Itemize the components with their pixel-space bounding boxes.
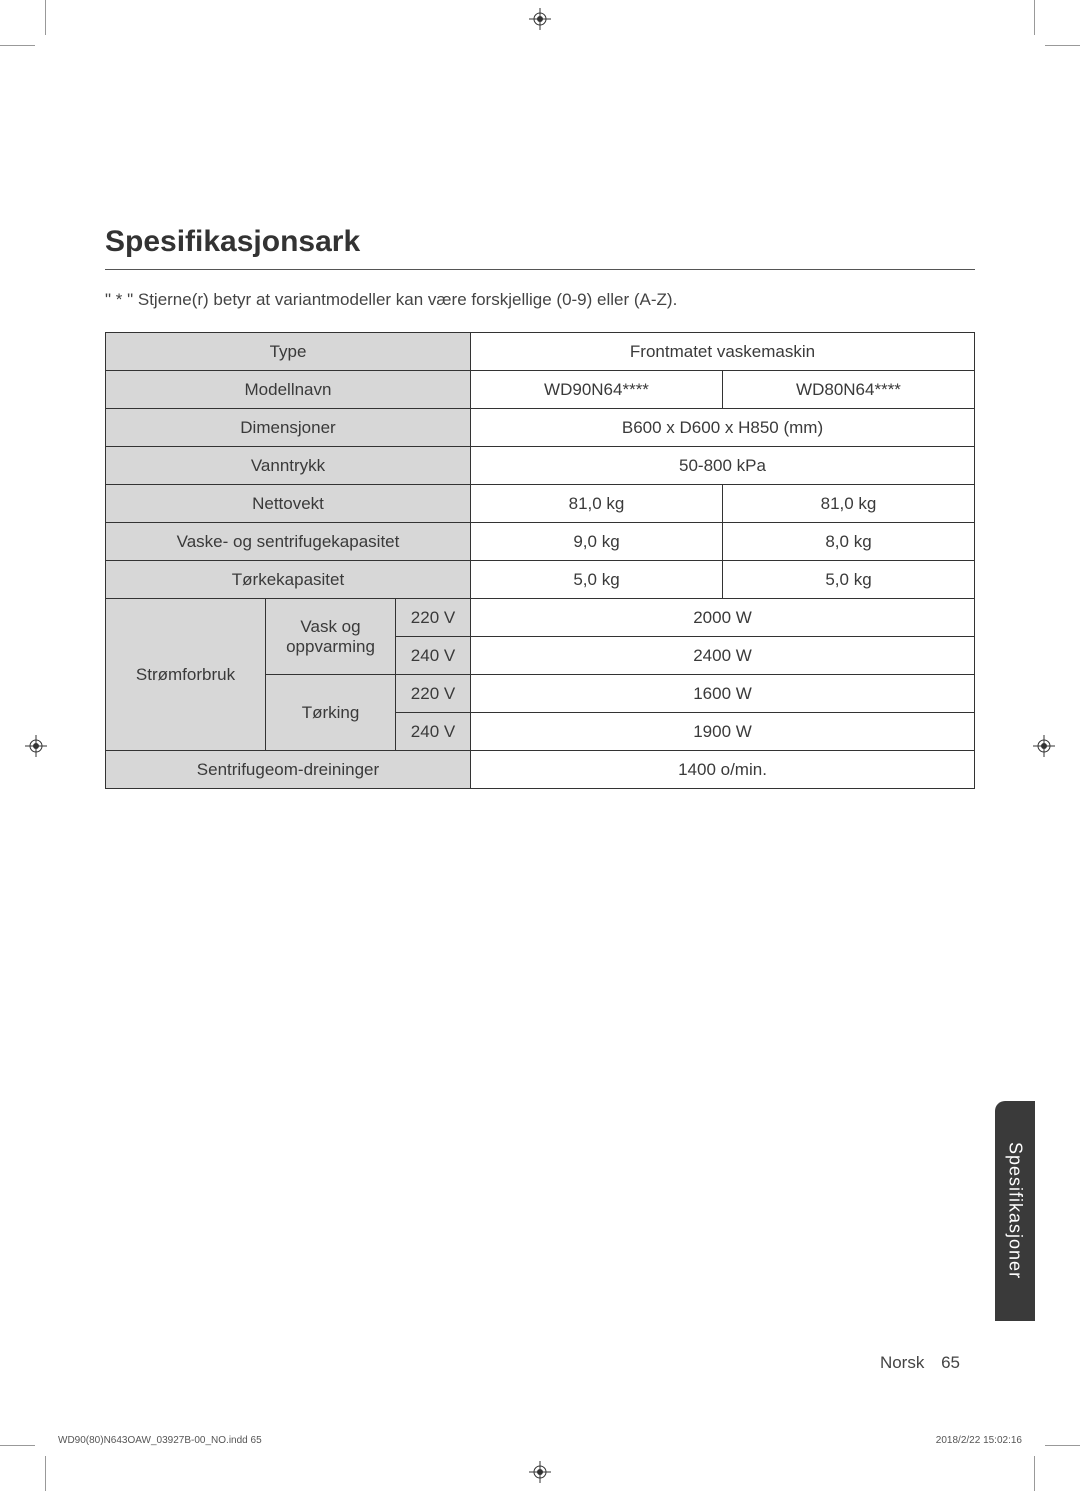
cell-label: 220 V	[396, 675, 471, 713]
cell-value: WD90N64****	[471, 371, 723, 409]
cell-value: 9,0 kg	[471, 523, 723, 561]
cell-value: 1400 o/min.	[471, 751, 975, 789]
table-row: Nettovekt 81,0 kg 81,0 kg	[106, 485, 975, 523]
cell-value: 2400 W	[471, 637, 975, 675]
cell-label: Type	[106, 333, 471, 371]
cell-value: WD80N64****	[723, 371, 975, 409]
crop-mark	[0, 1445, 35, 1446]
table-row: Vaske- og sentrifugekapasitet 9,0 kg 8,0…	[106, 523, 975, 561]
crop-mark	[45, 0, 46, 35]
crop-mark	[0, 45, 35, 46]
side-tab-label: Spesifikasjoner	[1005, 1142, 1026, 1279]
cell-value: 81,0 kg	[471, 485, 723, 523]
registration-mark-icon	[529, 1461, 551, 1483]
footer-page-number: 65	[941, 1353, 960, 1372]
table-row: Tørkekapasitet 5,0 kg 5,0 kg	[106, 561, 975, 599]
cell-label: Vanntrykk	[106, 447, 471, 485]
divider	[105, 269, 975, 270]
cell-label: Dimensjoner	[106, 409, 471, 447]
cell-value: 2000 W	[471, 599, 975, 637]
cell-label: Tørkekapasitet	[106, 561, 471, 599]
cell-label: 220 V	[396, 599, 471, 637]
table-row: Sentrifugeom-dreininger 1400 o/min.	[106, 751, 975, 789]
print-file-info: WD90(80)N643OAW_03927B-00_NO.indd 65	[58, 1435, 262, 1446]
crop-mark	[1034, 0, 1035, 35]
cell-label: Strømforbruk	[106, 599, 266, 751]
table-row: Vanntrykk 50-800 kPa	[106, 447, 975, 485]
table-row: Type Frontmatet vaskemaskin	[106, 333, 975, 371]
spec-table: Type Frontmatet vaskemaskin Modellnavn W…	[105, 332, 975, 789]
cell-value: 1900 W	[471, 713, 975, 751]
cell-value: B600 x D600 x H850 (mm)	[471, 409, 975, 447]
print-date-info: 2018/2/22 15:02:16	[936, 1435, 1022, 1446]
crop-mark	[1045, 1445, 1080, 1446]
cell-value: 5,0 kg	[723, 561, 975, 599]
page-content: Spesifikasjonsark " * " Stjerne(r) betyr…	[105, 225, 975, 789]
crop-mark	[1034, 1456, 1035, 1491]
table-row: Modellnavn WD90N64**** WD80N64****	[106, 371, 975, 409]
cell-label: 240 V	[396, 713, 471, 751]
table-row: Strømforbruk Vask og oppvarming 220 V 20…	[106, 599, 975, 637]
registration-mark-icon	[529, 8, 551, 30]
note-text: " * " Stjerne(r) betyr at variantmodelle…	[105, 290, 975, 310]
table-row: Dimensjoner B600 x D600 x H850 (mm)	[106, 409, 975, 447]
crop-mark	[45, 1456, 46, 1491]
cell-label: Vaske- og sentrifugekapasitet	[106, 523, 471, 561]
cell-value: 1600 W	[471, 675, 975, 713]
cell-label: Sentrifugeom-dreininger	[106, 751, 471, 789]
footer-language: Norsk	[880, 1353, 924, 1372]
cell-value: Frontmatet vaskemaskin	[471, 333, 975, 371]
cell-value: 8,0 kg	[723, 523, 975, 561]
side-tab: Spesifikasjoner	[995, 1101, 1035, 1321]
cell-label: Modellnavn	[106, 371, 471, 409]
cell-label: Vask og oppvarming	[266, 599, 396, 675]
cell-value: 81,0 kg	[723, 485, 975, 523]
crop-mark	[1045, 45, 1080, 46]
registration-mark-icon	[25, 735, 47, 757]
page-footer: Norsk 65	[880, 1353, 960, 1373]
cell-label: Tørking	[266, 675, 396, 751]
cell-value: 50-800 kPa	[471, 447, 975, 485]
section-heading: Spesifikasjonsark	[105, 225, 975, 259]
cell-label: Nettovekt	[106, 485, 471, 523]
cell-label: 240 V	[396, 637, 471, 675]
registration-mark-icon	[1033, 735, 1055, 757]
cell-value: 5,0 kg	[471, 561, 723, 599]
